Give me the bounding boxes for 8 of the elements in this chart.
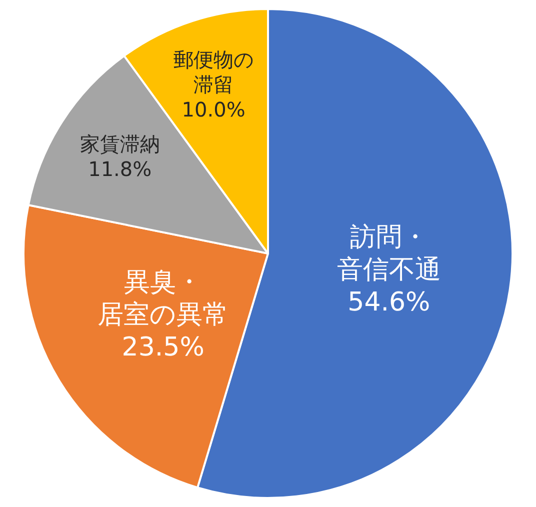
data-label: 23.5%: [122, 332, 204, 363]
slice-label: 郵便物の滞留: [174, 47, 254, 96]
slice-label: 訪問・音信不通: [336, 222, 441, 286]
data-label: 54.6%: [348, 288, 430, 318]
slice-label: 家賃滞納: [80, 132, 160, 156]
data-label: 10.0%: [182, 97, 246, 122]
data-label: 11.8%: [88, 157, 152, 182]
slice-label: 異臭・居室の異常: [98, 268, 229, 330]
